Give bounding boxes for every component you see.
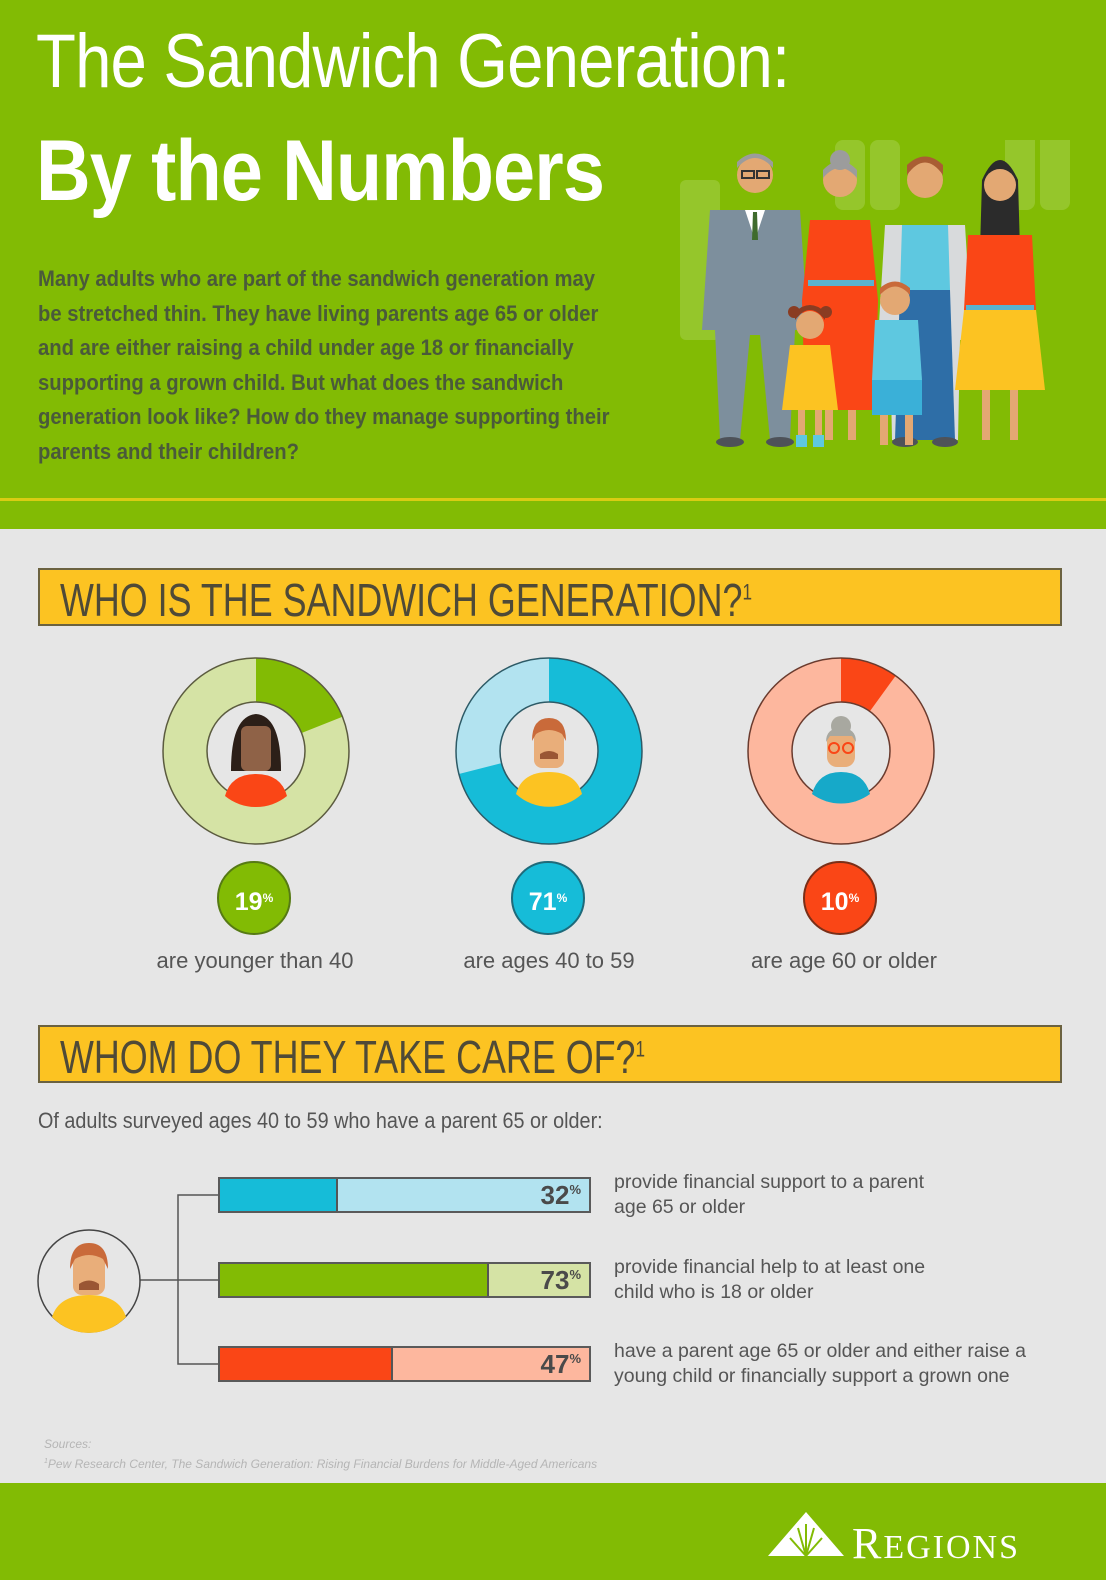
section-title: WHOM DO THEY TAKE CARE OF? — [60, 1031, 636, 1083]
footnote-marker: 1 — [635, 1036, 646, 1062]
bar-help-grown-child: 73% — [218, 1262, 591, 1298]
caption-ages-40-to-59: are ages 40 to 59 — [463, 948, 635, 973]
footer-bar — [0, 1483, 1106, 1580]
percent-badge-younger-than-40: 19% — [217, 861, 291, 935]
survey-subtitle: Of adults surveyed ages 40 to 59 who hav… — [38, 1108, 603, 1133]
donut-age-60-or-older — [747, 657, 935, 845]
footnote-marker: 1 — [742, 579, 752, 605]
bar-label-support-parent: provide financial support to a parent age… — [614, 1171, 925, 1218]
sources: Sources: 1Pew Research Center, The Sandw… — [44, 1437, 598, 1471]
section-header-whom: WHOM DO THEY TAKE CARE OF?1 — [38, 1025, 1062, 1083]
percent-badge-ages-40-to-59: 71% — [511, 861, 585, 935]
regions-logo-icon — [768, 1512, 844, 1557]
caption-age-60-or-older: are age 60 or older — [751, 948, 937, 973]
young-woman-avatar — [225, 714, 287, 808]
older-woman-avatar — [812, 716, 870, 804]
bar-parent-and-child: 47% — [218, 1346, 591, 1382]
page-title: The Sandwich Generation: — [36, 19, 790, 104]
middle-aged-man-avatar — [516, 718, 582, 807]
middle-aged-man-avatar — [37, 1229, 141, 1333]
section-title: WHO IS THE SANDWICH GENERATION? — [60, 574, 743, 626]
bar-fill — [220, 1179, 339, 1211]
bar-label-help-grown-child: provide financial help to at least one ch… — [614, 1256, 926, 1303]
section-header-who: WHO IS THE SANDWICH GENERATION?1 — [38, 568, 1062, 626]
bar-support-parent: 32% — [218, 1177, 591, 1213]
hero-banner: The Sandwich Generation: By the Numbers … — [0, 0, 1106, 529]
regions-logo-text: REGIONS — [852, 1519, 1021, 1568]
bar-fill — [220, 1348, 394, 1380]
hero-divider — [0, 498, 1106, 501]
donut-ages-40-to-59 — [455, 657, 643, 845]
family-illustration — [680, 140, 1070, 447]
caption-younger-than-40: are younger than 40 — [156, 948, 354, 973]
percent-badge-age-60-or-older: 10% — [803, 861, 877, 935]
bar-fill — [220, 1264, 490, 1296]
bar-label-parent-and-child: have a parent age 65 or older and either… — [614, 1340, 1026, 1387]
intro-paragraph: Many adults who are part of the sandwich… — [38, 266, 610, 464]
donut-younger-than-40 — [162, 657, 350, 845]
page-subtitle: By the Numbers — [36, 123, 605, 219]
